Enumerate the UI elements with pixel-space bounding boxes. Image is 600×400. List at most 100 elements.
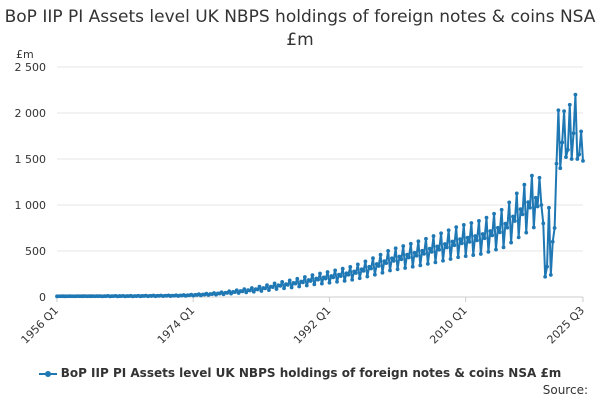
data-point[interactable]	[503, 221, 508, 226]
data-point[interactable]	[234, 288, 239, 293]
data-point[interactable]	[575, 157, 580, 161]
data-point[interactable]	[333, 268, 338, 273]
data-point[interactable]	[471, 253, 476, 257]
data-point[interactable]	[346, 272, 351, 277]
data-point[interactable]	[562, 109, 566, 114]
data-point[interactable]	[461, 223, 466, 227]
data-point[interactable]	[380, 270, 385, 275]
data-point[interactable]	[475, 238, 479, 243]
data-point[interactable]	[550, 239, 555, 244]
data-point[interactable]	[454, 225, 459, 230]
data-point[interactable]	[301, 280, 305, 285]
data-point[interactable]	[579, 129, 584, 134]
data-point[interactable]	[577, 152, 582, 157]
data-point[interactable]	[316, 277, 321, 282]
data-point[interactable]	[505, 225, 510, 230]
data-point[interactable]	[501, 245, 506, 250]
data-point[interactable]	[554, 161, 559, 166]
data-point[interactable]	[446, 228, 451, 233]
data-point[interactable]	[537, 175, 542, 180]
data-point[interactable]	[478, 252, 483, 256]
data-point[interactable]	[327, 280, 332, 285]
data-point[interactable]	[259, 289, 264, 293]
data-point[interactable]	[295, 276, 300, 281]
data-point[interactable]	[463, 254, 468, 259]
data-point[interactable]	[567, 102, 572, 107]
data-point[interactable]	[495, 225, 500, 230]
data-point[interactable]	[573, 92, 578, 97]
data-point[interactable]	[420, 248, 425, 253]
data-point[interactable]	[509, 240, 513, 245]
data-point[interactable]	[371, 256, 375, 261]
data-point[interactable]	[410, 264, 415, 269]
data-point[interactable]	[486, 249, 491, 254]
data-point[interactable]	[425, 261, 430, 266]
data-point[interactable]	[480, 232, 485, 236]
data-point[interactable]	[399, 257, 404, 262]
data-point[interactable]	[531, 225, 536, 230]
data-point[interactable]	[477, 219, 481, 223]
data-point[interactable]	[401, 244, 406, 248]
data-point[interactable]	[287, 278, 292, 283]
data-point[interactable]	[365, 274, 370, 279]
data-point[interactable]	[441, 258, 445, 263]
data-point[interactable]	[282, 286, 286, 291]
data-point[interactable]	[490, 233, 495, 238]
data-point[interactable]	[427, 246, 432, 251]
data-point[interactable]	[289, 285, 294, 290]
data-point[interactable]	[354, 271, 358, 275]
data-point[interactable]	[418, 263, 423, 268]
data-point[interactable]	[280, 279, 285, 284]
data-point[interactable]	[512, 219, 517, 223]
data-point[interactable]	[285, 282, 290, 287]
data-point[interactable]	[452, 243, 457, 248]
data-point[interactable]	[393, 246, 398, 251]
data-point[interactable]	[528, 205, 532, 210]
data-point[interactable]	[323, 276, 328, 281]
data-point[interactable]	[511, 214, 515, 219]
data-point[interactable]	[293, 281, 298, 286]
data-point[interactable]	[526, 200, 531, 205]
data-point[interactable]	[516, 235, 521, 240]
data-point[interactable]	[484, 215, 489, 220]
data-point[interactable]	[565, 147, 570, 152]
data-point[interactable]	[497, 230, 502, 235]
data-point[interactable]	[376, 264, 381, 268]
data-point[interactable]	[548, 273, 553, 277]
data-point[interactable]	[547, 205, 551, 210]
legend[interactable]: BoP IIP PI Assets level UK NBPS holdings…	[0, 366, 600, 380]
data-point[interactable]	[308, 279, 313, 283]
data-point[interactable]	[386, 249, 391, 253]
data-point[interactable]	[571, 131, 576, 136]
data-point[interactable]	[558, 166, 563, 171]
data-point[interactable]	[460, 241, 464, 246]
data-point[interactable]	[581, 158, 585, 163]
data-point[interactable]	[304, 283, 309, 288]
data-point[interactable]	[545, 264, 549, 269]
data-point[interactable]	[435, 244, 440, 249]
data-point[interactable]	[319, 281, 324, 286]
data-point[interactable]	[388, 268, 392, 273]
data-point[interactable]	[372, 272, 377, 277]
data-point[interactable]	[255, 287, 260, 292]
data-point[interactable]	[272, 281, 277, 286]
data-point[interactable]	[465, 235, 470, 240]
data-point[interactable]	[342, 278, 347, 283]
data-point[interactable]	[325, 270, 330, 274]
data-point[interactable]	[439, 231, 443, 236]
data-point[interactable]	[514, 191, 519, 196]
data-point[interactable]	[312, 282, 317, 287]
data-point[interactable]	[444, 245, 449, 250]
data-point[interactable]	[331, 275, 336, 280]
data-point[interactable]	[340, 266, 345, 271]
data-point[interactable]	[431, 234, 436, 238]
data-point[interactable]	[518, 207, 523, 212]
data-point[interactable]	[384, 261, 389, 266]
data-point[interactable]	[363, 259, 368, 264]
data-point[interactable]	[412, 250, 417, 255]
data-point[interactable]	[267, 288, 271, 292]
data-point[interactable]	[265, 283, 269, 288]
data-point[interactable]	[297, 284, 302, 289]
data-point[interactable]	[378, 252, 383, 257]
data-point[interactable]	[448, 257, 453, 261]
